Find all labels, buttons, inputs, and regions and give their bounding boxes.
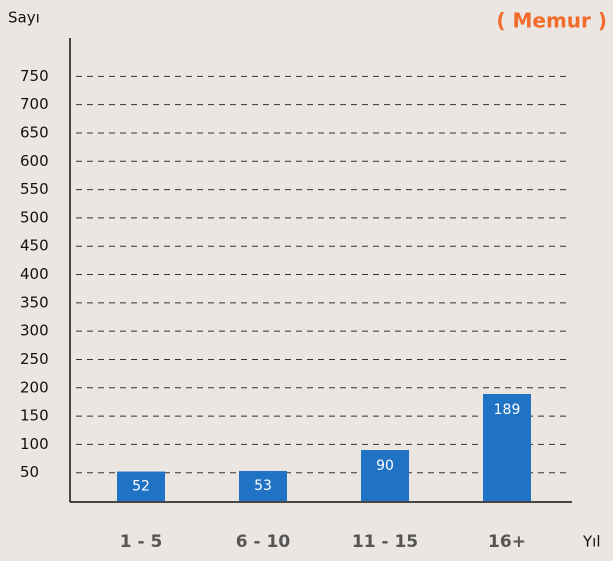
- chart-title: ( Memur ): [496, 9, 607, 33]
- bar: [239, 470, 287, 501]
- value-label: 52: [132, 478, 150, 494]
- value-label: 53: [254, 478, 272, 494]
- y-tick-label: 200: [20, 378, 49, 396]
- y-tick-label: 100: [20, 435, 49, 453]
- y-tick-label: 700: [20, 95, 49, 113]
- y-axis-label: Sayı: [8, 9, 40, 27]
- y-tick-label: 250: [20, 350, 49, 368]
- x-tick-label: 1 - 5: [120, 532, 163, 552]
- y-tick-label: 300: [20, 322, 49, 340]
- value-label: 189: [494, 402, 521, 418]
- bar: [117, 471, 165, 501]
- y-tick-label: 350: [20, 293, 49, 311]
- y-tick-label: 550: [20, 180, 49, 198]
- bar: [483, 393, 531, 501]
- y-tick-label: 600: [20, 152, 49, 170]
- y-tick-label: 400: [20, 265, 49, 283]
- y-tick-label: 50: [20, 463, 39, 481]
- value-label: 90: [376, 458, 394, 474]
- y-tick-label: 750: [20, 67, 49, 85]
- y-tick-label: 150: [20, 407, 49, 425]
- x-axis-label: Yıl: [582, 533, 601, 551]
- y-tick-label: 650: [20, 123, 49, 141]
- x-tick-label: 16+: [488, 532, 526, 552]
- y-tick-label: 450: [20, 237, 49, 255]
- x-tick-label: 11 - 15: [352, 532, 418, 552]
- y-tick-label: 500: [20, 208, 49, 226]
- x-tick-label: 6 - 10: [236, 532, 291, 552]
- bar: [361, 450, 409, 501]
